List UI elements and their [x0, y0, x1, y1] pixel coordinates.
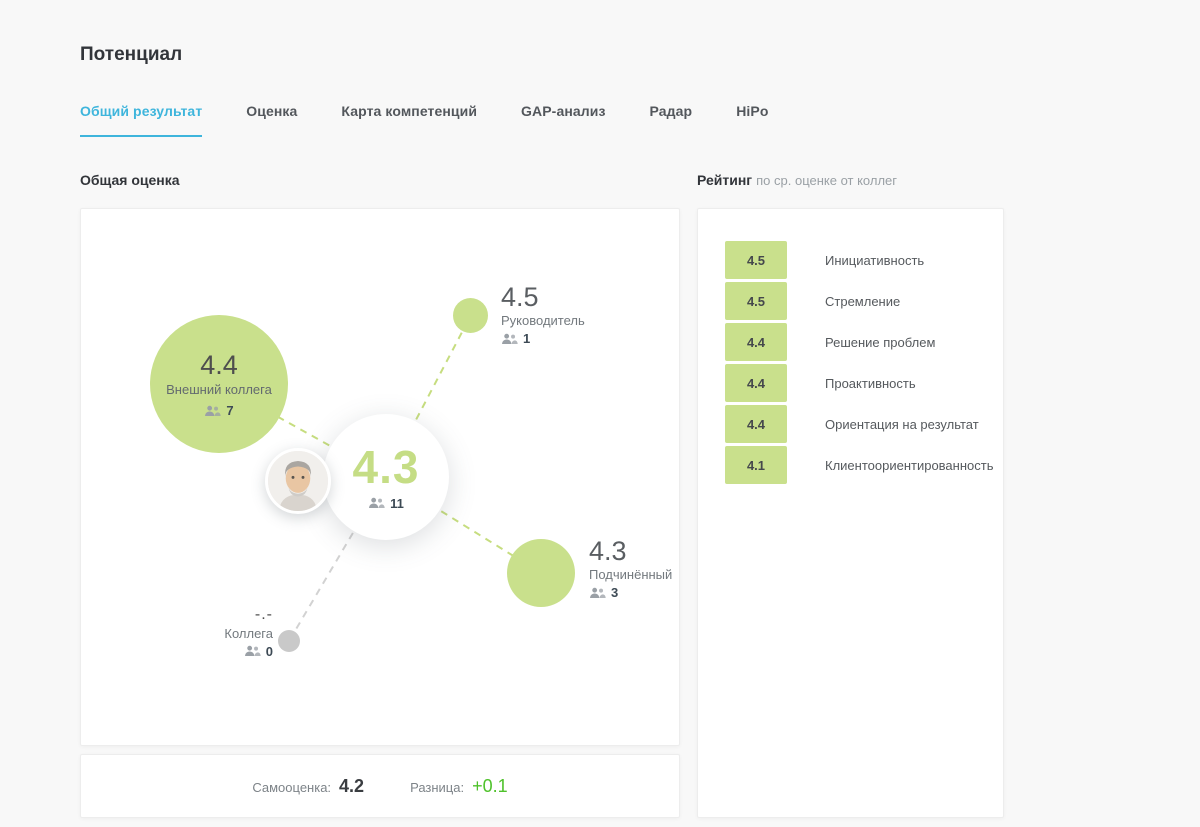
subordinate-score: 4.3: [589, 536, 627, 566]
difference: Разница: +0.1: [410, 776, 508, 797]
rating-score-badge: 4.5: [725, 282, 787, 320]
difference-label: Разница:: [410, 779, 465, 795]
rating-row-aspiration: 4.5 Стремление: [725, 282, 1003, 320]
people-icon: [205, 405, 222, 416]
people-icon: [369, 497, 385, 508]
self-assessment-value: 4.2: [339, 775, 365, 796]
rating-row-problem-solving: 4.4 Решение проблем: [725, 323, 1003, 361]
tab-gap-analysis[interactable]: GAP-анализ: [521, 103, 606, 119]
avatar-portrait-graphic: [268, 451, 328, 511]
manager-count: 1: [523, 331, 531, 347]
rating-score-badge: 4.1: [725, 446, 787, 484]
tab-overall-result[interactable]: Общий результат: [80, 103, 203, 137]
people-icon: [590, 587, 606, 598]
people-icon: [502, 333, 518, 344]
rating-label: Решение проблем: [825, 334, 936, 350]
rating-score-badge: 4.4: [725, 323, 787, 361]
self-assessment: Самооценка: 4.2: [252, 776, 364, 797]
colleague-info: -.- Коллега 0: [143, 606, 273, 659]
tab-hipo[interactable]: HiPo: [736, 103, 769, 119]
rating-title-note: по ср. оценке от коллег: [756, 173, 898, 188]
bubble-manager[interactable]: [453, 298, 488, 333]
manager-score: 4.5: [501, 282, 539, 312]
external-colleague-score: 4.4: [200, 349, 238, 380]
rating-label: Инициативность: [825, 252, 925, 268]
bubble-chart: 4.4 Внешний коллега 7 4.5 Руководитель 1…: [81, 209, 679, 745]
subordinate-label: Подчинённый: [589, 567, 673, 583]
external-colleague-count: 7: [226, 403, 234, 419]
external-colleague-label: Внешний коллега: [166, 382, 272, 398]
overall-section-title: Общая оценка: [80, 172, 180, 188]
manager-info: 4.5 Руководитель 1: [501, 282, 585, 347]
tab-radar[interactable]: Радар: [649, 103, 693, 119]
rating-label: Ориентация на результат: [825, 416, 979, 432]
rating-label: Клиентоориентированность: [825, 457, 994, 473]
subordinate-info: 4.3 Подчинённый 3: [589, 536, 673, 601]
rating-score-badge: 4.5: [725, 241, 787, 279]
tab-competency-map[interactable]: Карта компетенций: [341, 103, 478, 119]
rating-row-proactivity: 4.4 Проактивность: [725, 364, 1003, 402]
colleague-score: -.-: [254, 606, 273, 623]
bubble-colleague[interactable]: [278, 630, 300, 652]
difference-value: +0.1: [472, 775, 508, 796]
rating-title-bold: Рейтинг: [697, 172, 753, 188]
rating-score-badge: 4.4: [725, 364, 787, 402]
manager-label: Руководитель: [501, 313, 585, 329]
rating-section-title: Рейтинг по ср. оценке от коллег: [697, 172, 897, 188]
overall-score-card: 4.4 Внешний коллега 7 4.5 Руководитель 1…: [80, 208, 680, 746]
bubble-subordinate[interactable]: [507, 539, 575, 607]
tab-bar: Общий результат Оценка Карта компетенций…: [80, 103, 769, 137]
rating-card: 4.5 Инициативность 4.5 Стремление 4.4 Ре…: [697, 208, 1004, 818]
rating-row-customer-focus: 4.1 Клиентоориентированность: [725, 446, 1003, 484]
overall-respondents-count: 11: [390, 495, 404, 511]
people-icon: [244, 646, 261, 657]
self-assessment-label: Самооценка:: [252, 779, 332, 795]
self-assessment-card: Самооценка: 4.2 Разница: +0.1: [80, 754, 680, 818]
bubble-overall-score[interactable]: 4.3 11: [323, 414, 449, 540]
bubble-external-colleague[interactable]: 4.4 Внешний коллега 7: [150, 315, 288, 453]
rating-row-result-orientation: 4.4 Ориентация на результат: [725, 405, 1003, 443]
subordinate-count: 3: [611, 585, 619, 601]
rating-row-initiative: 4.5 Инициативность: [725, 241, 1003, 279]
employee-avatar: [265, 448, 331, 514]
overall-score-value: 4.3: [352, 440, 420, 493]
rating-label: Стремление: [825, 293, 901, 309]
colleague-label: Коллега: [224, 625, 273, 641]
page-title: Потенциал: [80, 44, 183, 65]
colleague-count: 0: [265, 643, 273, 659]
rating-label: Проактивность: [825, 375, 916, 391]
tab-assessment[interactable]: Оценка: [246, 103, 298, 119]
rating-score-badge: 4.4: [725, 405, 787, 443]
